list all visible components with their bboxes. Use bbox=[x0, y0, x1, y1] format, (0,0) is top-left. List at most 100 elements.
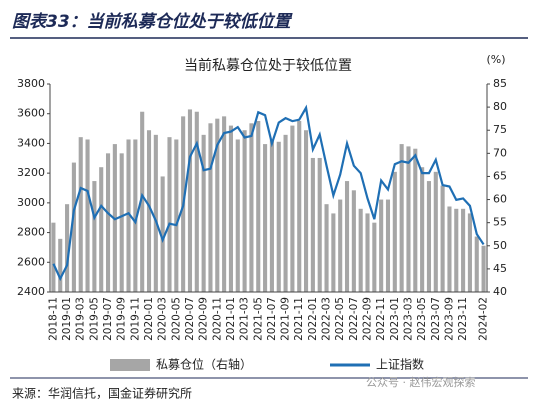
y-tick-label: 2600 bbox=[17, 255, 45, 268]
bar bbox=[187, 109, 193, 292]
bar bbox=[290, 125, 295, 292]
bar bbox=[447, 206, 452, 292]
y2-tick-label: 50 bbox=[493, 239, 507, 252]
x-tick-label: 2022-03 bbox=[321, 297, 333, 341]
bar bbox=[406, 146, 411, 292]
bar bbox=[474, 236, 479, 292]
bar bbox=[385, 199, 391, 292]
bar bbox=[222, 116, 227, 292]
bar bbox=[201, 134, 206, 292]
bar bbox=[358, 208, 363, 292]
x-tick-label: 2021-01 bbox=[225, 297, 237, 341]
bar bbox=[263, 144, 268, 292]
watermark: 公众号 · 赵伟宏观探索 bbox=[366, 375, 476, 389]
x-tick-label: 2023-07 bbox=[430, 297, 442, 341]
bar bbox=[51, 222, 56, 292]
bar bbox=[338, 199, 343, 292]
bar bbox=[331, 213, 336, 292]
x-tick-label: 2020-11 bbox=[211, 297, 223, 341]
bar bbox=[454, 208, 459, 292]
bar bbox=[344, 181, 350, 292]
bar bbox=[146, 130, 152, 292]
x-tick-label: 2019-11 bbox=[129, 297, 141, 341]
x-tick-label: 2021-09 bbox=[280, 297, 292, 341]
bar bbox=[215, 118, 220, 293]
bar bbox=[126, 139, 131, 292]
y-tick-label: 2800 bbox=[17, 226, 45, 239]
y2-tick-label: 60 bbox=[493, 193, 507, 206]
x-tick-label: 2019-05 bbox=[88, 297, 100, 341]
bar bbox=[78, 137, 83, 292]
x-tick-label: 2020-03 bbox=[157, 297, 169, 341]
bar bbox=[440, 185, 445, 292]
y-tick-label: 3600 bbox=[17, 107, 45, 120]
y2-tick-label: 80 bbox=[493, 100, 507, 113]
bar bbox=[71, 162, 76, 292]
x-tick-label: 2021-11 bbox=[293, 297, 305, 341]
source: 来源：华润信托，国金证券研究所 bbox=[12, 386, 192, 401]
x-tick-label: 2019-07 bbox=[102, 297, 114, 341]
bar bbox=[194, 111, 199, 292]
bar bbox=[99, 167, 104, 292]
x-tick-label: 2019-03 bbox=[75, 297, 87, 341]
bar bbox=[467, 213, 472, 292]
legend-label: 私募仓位（右轴） bbox=[156, 357, 252, 372]
bar bbox=[399, 144, 404, 292]
x-tick-label: 2023-01 bbox=[389, 297, 401, 341]
bar bbox=[85, 139, 90, 292]
bar bbox=[461, 208, 466, 292]
y2-tick-label: 45 bbox=[493, 262, 507, 275]
x-tick-label: 2022-07 bbox=[348, 297, 360, 341]
bar bbox=[92, 181, 97, 292]
bar bbox=[160, 176, 165, 292]
y-tick-label: 3200 bbox=[17, 166, 45, 179]
x-tick-label: 2020-01 bbox=[143, 297, 155, 341]
x-tick-label: 2019-09 bbox=[116, 297, 128, 341]
bar bbox=[420, 167, 425, 292]
x-tick-label: 2022-05 bbox=[334, 297, 346, 341]
bar bbox=[379, 199, 384, 292]
y2-tick-label: 70 bbox=[493, 146, 507, 159]
line bbox=[52, 104, 485, 282]
bar bbox=[310, 157, 315, 292]
y-tick-label: 3400 bbox=[17, 136, 45, 149]
bar bbox=[304, 130, 309, 292]
x-tick-label: 2023-05 bbox=[416, 297, 428, 341]
bar bbox=[256, 120, 261, 292]
x-tick-label: 2023-11 bbox=[457, 297, 469, 341]
bar bbox=[65, 204, 70, 292]
bar bbox=[208, 123, 213, 293]
chart-title: 当前私募仓位处于较低位置 bbox=[184, 57, 352, 74]
bar bbox=[426, 181, 432, 292]
x-tick-label: 2022-11 bbox=[375, 297, 387, 341]
x-tick-label: 2021-05 bbox=[252, 297, 264, 341]
x-tick-label: 2022-01 bbox=[307, 297, 319, 341]
y-tick-label: 3000 bbox=[17, 196, 45, 209]
bar bbox=[249, 123, 254, 293]
x-tick-label: 2018-11 bbox=[47, 297, 59, 341]
bar bbox=[481, 245, 486, 292]
bar bbox=[365, 213, 370, 292]
x-tick-label: 2022-09 bbox=[362, 297, 374, 341]
bar bbox=[276, 141, 281, 292]
bar bbox=[105, 153, 111, 292]
bar bbox=[242, 130, 247, 292]
bar bbox=[167, 137, 172, 292]
x-tick-label: 2024-02 bbox=[478, 297, 490, 341]
bar bbox=[297, 120, 302, 292]
y2-tick-label: 55 bbox=[493, 216, 507, 229]
x-tick-label: 2021-07 bbox=[266, 297, 278, 341]
bar bbox=[413, 148, 418, 292]
x-tick-label: 2020-07 bbox=[184, 297, 196, 341]
header: 图表33：当前私募仓位处于较低位置 bbox=[12, 12, 294, 32]
bar bbox=[372, 222, 377, 292]
x-tick-label: 2019-01 bbox=[61, 297, 73, 341]
bar bbox=[269, 139, 274, 292]
x-tick-label: 2020-05 bbox=[170, 297, 182, 341]
bar bbox=[119, 153, 124, 292]
bar bbox=[283, 134, 288, 292]
bar bbox=[228, 125, 233, 292]
bar bbox=[140, 111, 145, 292]
